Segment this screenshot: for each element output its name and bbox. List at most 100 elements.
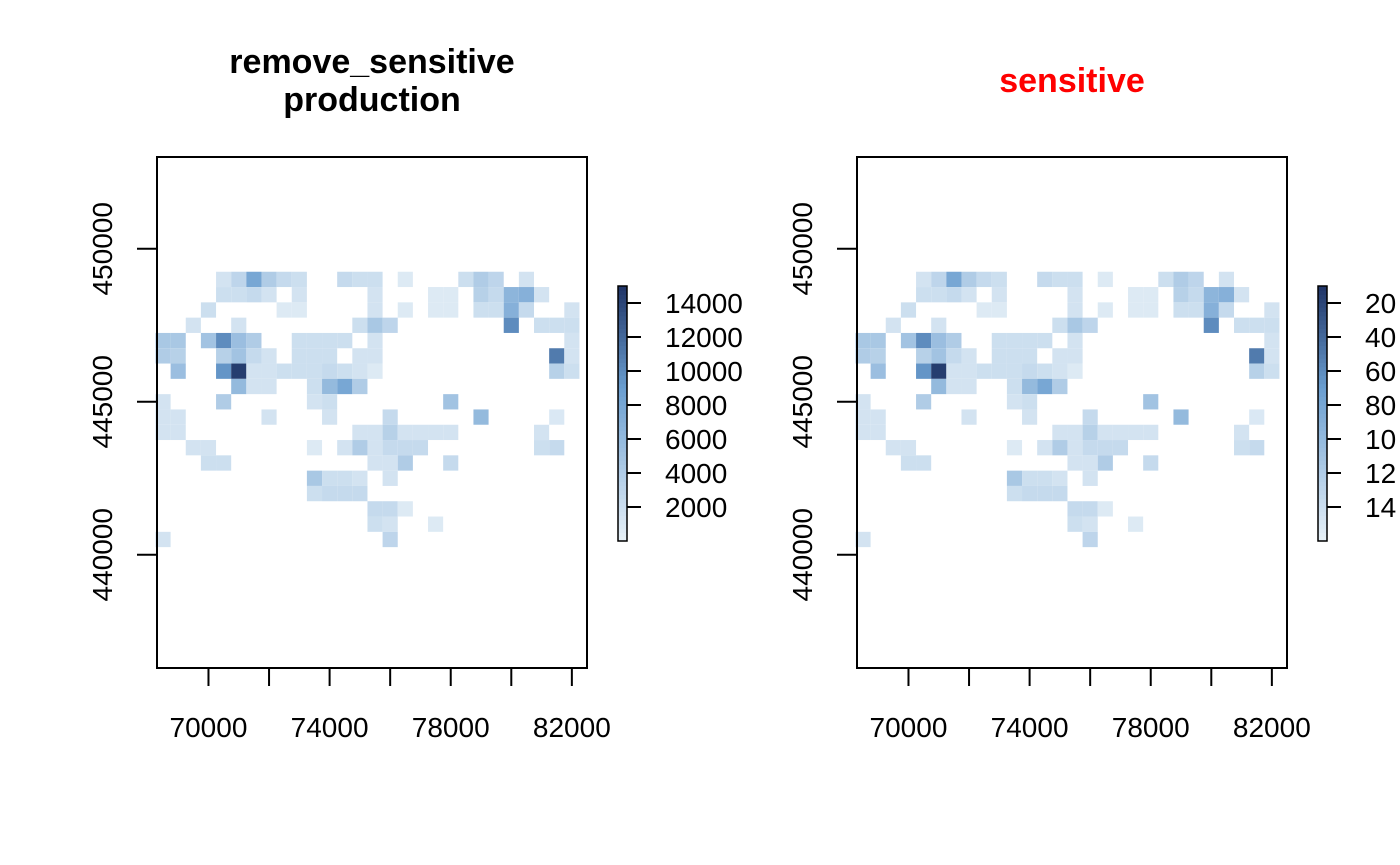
colorbar-tick-label: 80 [1365,390,1396,421]
colorbar-segment [618,362,627,368]
colorbar-segment [618,354,627,359]
heatmap-cell [200,455,217,471]
heatmap-cell [473,302,489,318]
colorbar-segment [618,294,627,300]
heatmap-cell [931,287,947,303]
heatmap-cell [246,287,262,303]
heatmap-cell [1037,470,1053,486]
heatmap-cell [870,409,886,425]
colorbar-segment [1318,473,1327,478]
heatmap-cell [1143,394,1159,410]
heatmap-cell [534,287,550,303]
colorbar-segment [618,405,627,410]
heatmap-cell [276,271,292,288]
colorbar-segment [618,494,627,499]
heatmap-cell [428,516,444,532]
heatmap-cell [306,378,323,395]
colorbar-segment [1318,383,1327,389]
heatmap-cell [1097,271,1113,288]
colorbar-segment [1318,358,1327,363]
heatmap-cell [1188,271,1204,288]
heatmap-cell [564,348,580,364]
heatmap-cell [1067,317,1083,333]
heatmap-cell [1218,287,1235,303]
heatmap-cell [1173,302,1189,318]
heatmap-cell [1082,470,1098,486]
heatmap-cell [961,409,977,425]
heatmap-cell [1112,440,1129,456]
heatmap-cell [1173,271,1189,288]
plot-frame [856,156,1288,669]
heatmap-cell [231,363,247,379]
heatmap-cell [382,516,398,532]
x-tick-label: 78000 [1112,712,1190,743]
heatmap-cell [352,317,368,333]
colorbar-segment [1318,536,1327,542]
colorbar-segment [1318,341,1327,346]
heatmap-cell [200,332,217,349]
colorbar-segment [1318,392,1327,397]
colorbar-tick-label: 10 [1365,424,1396,455]
heatmap-cell [1067,424,1083,441]
heatmap-cell [428,302,444,318]
heatmap-cell [946,363,962,379]
heatmap-cell [1052,470,1068,486]
colorbar-segment [618,315,627,321]
colorbar-segment [1318,434,1327,440]
heatmap-cell [428,424,444,441]
heatmap-cell [352,424,368,441]
heatmap-cell [216,332,232,349]
heatmap-cell [549,317,565,333]
heatmap-cell [155,332,171,349]
heatmap-cell [1082,501,1098,517]
colorbar-segment [618,532,627,538]
heatmap-cell [231,378,247,395]
heatmap-cell [1143,302,1159,318]
heatmap-cell [322,485,338,502]
colorbar-segment [1318,494,1327,499]
y-tick-label: 450000 [87,202,118,295]
colorbar-segment [1318,311,1327,317]
colorbar-segment [618,498,627,504]
colorbar-segment [618,524,627,529]
colorbar-segment [1318,485,1327,491]
heatmap-cell [1112,424,1129,441]
colorbar-segment [1318,481,1327,487]
heatmap-cell [1037,378,1053,395]
colorbar-segment [618,468,627,474]
heatmap-cell [1022,409,1038,425]
heatmap-cell [1264,317,1280,333]
colorbar-segment [618,400,627,406]
y-tick-label: 445000 [787,355,818,448]
heatmap-cell [170,363,186,379]
heatmap-cell [291,348,307,364]
heatmap-cell [1082,455,1098,471]
heatmap-cell [155,348,171,364]
heatmap-cell [216,394,232,410]
heatmap-cell [261,378,277,395]
colorbar-segment [1318,303,1327,308]
colorbar-segment [618,311,627,317]
colorbar-segment [618,417,627,423]
colorbar-segment [1318,371,1327,376]
x-axis: 70000 74000 78000 82000 [170,668,611,743]
heatmap-cell [1052,348,1068,364]
heatmap-cell [382,409,398,425]
heatmap-cell [991,302,1007,318]
colorbar-segment [1318,511,1327,516]
heatmap-cell [1067,455,1083,471]
heatmap-cell [1234,317,1250,333]
heatmap-cell [367,363,383,379]
heatmap-cell [337,485,353,502]
colorbar-segment [1318,405,1327,410]
colorbar-segment [1318,388,1327,393]
heatmap-cell [916,287,932,303]
heatmap-cell [352,348,368,364]
heatmap-cell [367,332,383,349]
heatmap-cell [261,409,277,425]
heatmap-cell [1234,287,1250,303]
plot-title: sensitive [999,62,1145,100]
colorbar-segment [618,473,627,478]
heatmap-cell [916,332,932,349]
colorbar-segment [1318,324,1327,329]
